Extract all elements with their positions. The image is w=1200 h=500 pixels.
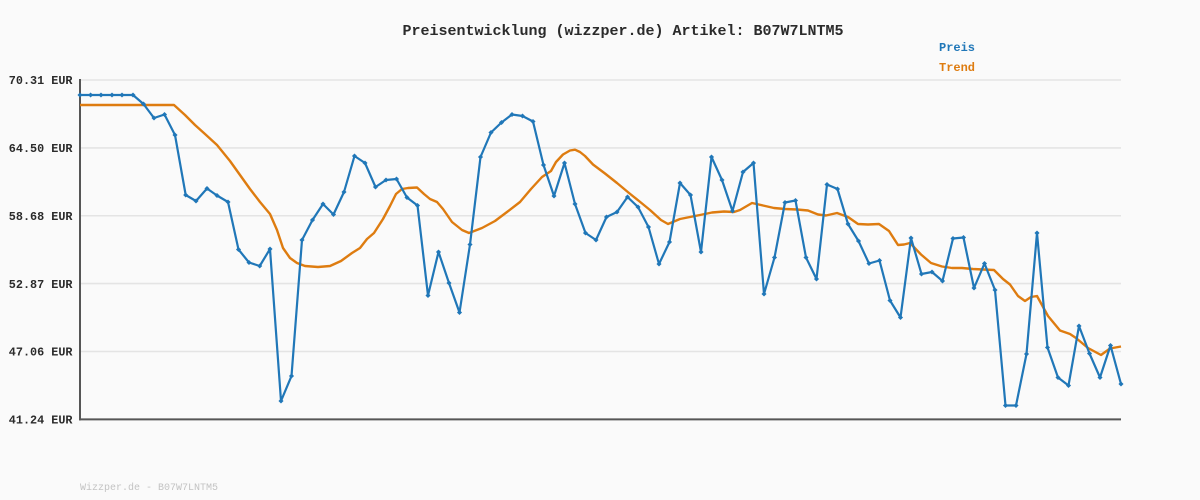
svg-text:47.06 EUR: 47.06 EUR bbox=[9, 346, 74, 360]
svg-text:41.24 EUR: 41.24 EUR bbox=[9, 414, 74, 428]
svg-text:Trend: Trend bbox=[939, 61, 975, 75]
svg-text:58.68 EUR: 58.68 EUR bbox=[9, 210, 74, 224]
svg-text:70.31 EUR: 70.31 EUR bbox=[9, 74, 74, 88]
svg-text:Preisentwicklung (wizzper.de): Preisentwicklung (wizzper.de) Artikel: B… bbox=[402, 23, 843, 40]
svg-text:Wizzper.de - B07W7LNTM5: Wizzper.de - B07W7LNTM5 bbox=[80, 482, 218, 494]
svg-text:Preis: Preis bbox=[939, 41, 975, 55]
svg-text:52.87 EUR: 52.87 EUR bbox=[9, 278, 74, 292]
svg-text:64.50 EUR: 64.50 EUR bbox=[9, 142, 74, 156]
